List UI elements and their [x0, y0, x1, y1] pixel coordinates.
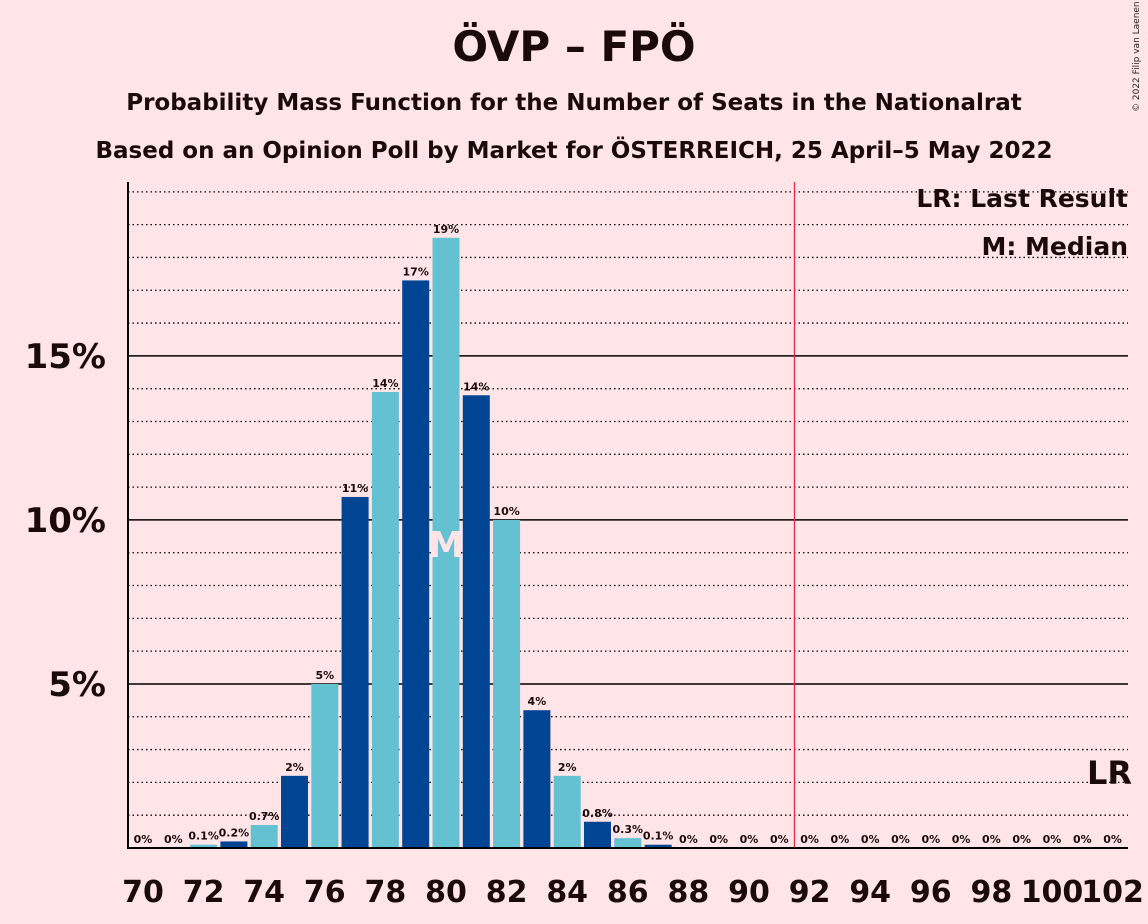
last-result-marker: LR [1087, 754, 1132, 792]
x-tick-label: 100 [1021, 875, 1084, 910]
bar-label-73: 0.2% [219, 826, 250, 839]
bar-label-101: 0% [1073, 833, 1092, 846]
bar-seat-87 [644, 844, 672, 848]
bar-label-77: 11% [342, 482, 368, 495]
x-tick-label: 76 [304, 875, 346, 910]
bar-label-86: 0.3% [613, 823, 644, 836]
x-tick-label: 78 [365, 875, 407, 910]
bar-label-79: 17% [403, 265, 429, 278]
bar-label-74: 0.7% [249, 810, 280, 823]
bar-label-78: 14% [372, 377, 398, 390]
bar-label-80: 19% [433, 223, 459, 236]
legend-median: M: Median [981, 232, 1128, 261]
x-tick-label: 88 [668, 875, 710, 910]
bar-seat-72 [190, 844, 218, 848]
bar-label-90: 0% [740, 833, 759, 846]
bar-label-92: 0% [800, 833, 819, 846]
y-tick-label: 15% [25, 337, 106, 377]
bar-label-71: 0% [164, 833, 183, 846]
bar-seat-80 [432, 237, 460, 849]
bar-label-83: 4% [528, 695, 547, 708]
bar-label-100: 0% [1043, 833, 1062, 846]
bar-label-72: 0.1% [188, 830, 219, 843]
bar-seat-83 [523, 710, 551, 848]
x-tick-label: 92 [789, 875, 831, 910]
bar-seat-77 [341, 496, 369, 848]
chart-title: ÖVP – FPÖ [452, 22, 696, 71]
bar-label-97: 0% [952, 833, 971, 846]
x-tick-label: 96 [910, 875, 952, 910]
x-tick-label: 70 [122, 875, 164, 910]
bar-seat-74 [250, 825, 278, 848]
bar-seat-82 [493, 519, 521, 848]
y-tick-label: 10% [25, 501, 106, 541]
bar-seat-78 [371, 391, 399, 848]
bar-label-76: 5% [315, 669, 334, 682]
bar-label-70: 0% [134, 833, 153, 846]
x-tick-label: 80 [425, 875, 467, 910]
median-marker: M [428, 525, 464, 566]
bar-seat-81 [462, 395, 490, 848]
x-tick-label: 90 [728, 875, 770, 910]
bar-label-75: 2% [285, 761, 304, 774]
y-tick-label: 5% [48, 665, 106, 705]
bar-label-82: 10% [493, 505, 519, 518]
bar-label-85: 0.8% [582, 807, 613, 820]
bar-label-89: 0% [709, 833, 728, 846]
bar-label-88: 0% [679, 833, 698, 846]
bar-label-87: 0.1% [643, 830, 674, 843]
bar-seat-86 [614, 838, 642, 848]
bar-label-98: 0% [982, 833, 1001, 846]
x-tick-label: 82 [486, 875, 528, 910]
bar-seat-76 [311, 683, 339, 848]
legend-last-result: LR: Last Result [916, 184, 1128, 213]
chart-subtitle: Probability Mass Function for the Number… [126, 90, 1022, 116]
x-tick-label: 86 [607, 875, 649, 910]
bar-label-94: 0% [861, 833, 880, 846]
x-tick-label: 102 [1081, 875, 1144, 910]
bar-label-81: 14% [463, 380, 489, 393]
bar-label-84: 2% [558, 761, 577, 774]
bar-label-96: 0% [921, 833, 940, 846]
x-tick-label: 84 [546, 875, 588, 910]
x-tick-label: 94 [849, 875, 891, 910]
chart-subtitle-source: Based on an Opinion Poll by Market for Ö… [95, 138, 1053, 164]
x-tick-label: 74 [243, 875, 285, 910]
bar-label-93: 0% [831, 833, 850, 846]
bar-seat-84 [553, 775, 581, 848]
bar-label-102: 0% [1103, 833, 1122, 846]
bar-seat-75 [281, 775, 308, 848]
bar-label-99: 0% [1012, 833, 1031, 846]
bar-seat-73 [220, 841, 248, 848]
x-tick-label: 72 [183, 875, 225, 910]
bar-seat-79 [402, 280, 430, 848]
bar-seat-85 [584, 821, 611, 848]
bar-label-95: 0% [891, 833, 910, 846]
x-tick-label: 98 [971, 875, 1013, 910]
bar-label-91: 0% [770, 833, 789, 846]
